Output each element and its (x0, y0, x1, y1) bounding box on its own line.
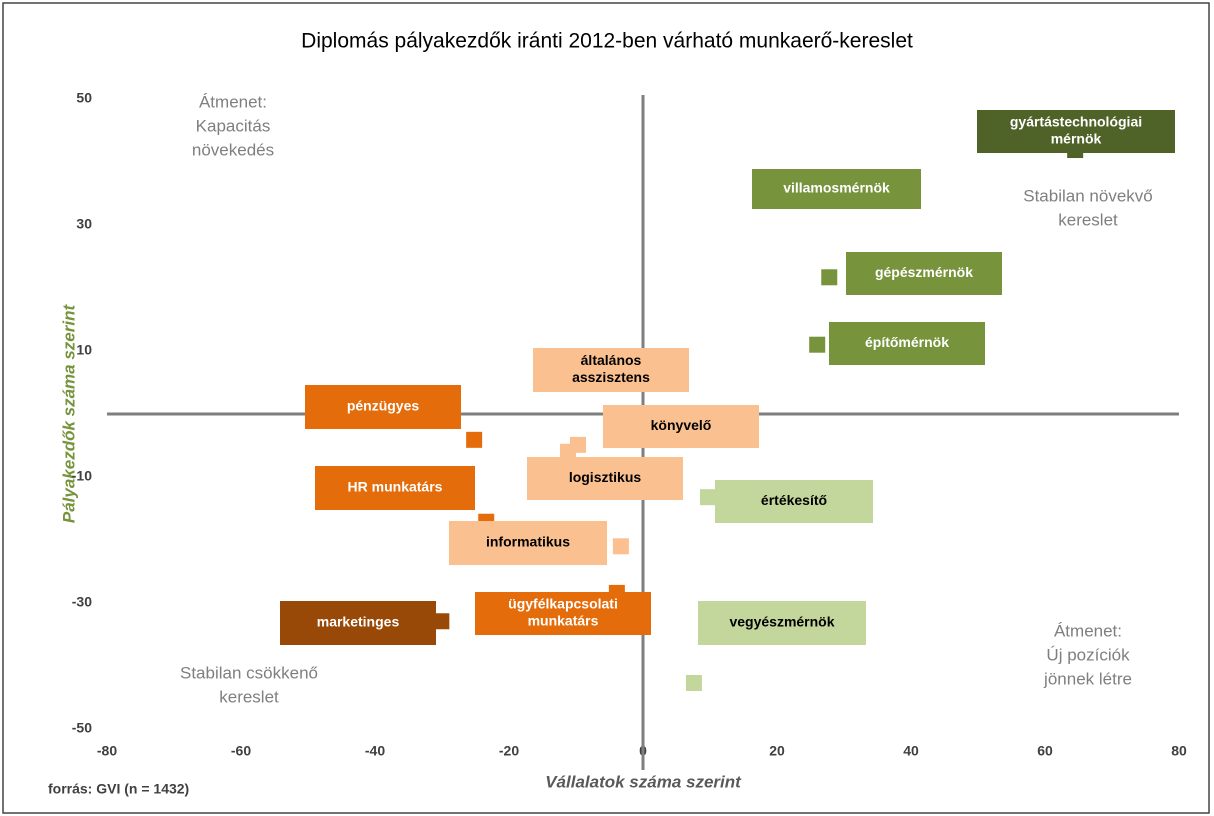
point (685, 675, 702, 692)
quadrant-note: Stabilan csökkenő (180, 663, 318, 682)
point (821, 269, 838, 286)
point (809, 336, 826, 353)
point-label: építőmérnök (865, 334, 949, 350)
point-label: vegyészmérnök (729, 614, 834, 630)
point-label: könyvelő (651, 417, 712, 433)
quadrant-note: Átmenet: (199, 92, 267, 111)
label-box (305, 385, 461, 429)
y-tick-label: -10 (72, 468, 92, 484)
x-tick-label: -40 (365, 743, 385, 759)
point-label: ügyfélkapcsolati (508, 596, 618, 612)
quadrant-note: Átmenet: (1054, 621, 1122, 640)
label-box (449, 521, 607, 565)
point-label: gépészmérnök (875, 264, 973, 280)
quadrant-note: kereslet (219, 687, 279, 706)
chart-title: Diplomás pályakezdők iránti 2012-ben vár… (301, 30, 913, 53)
point (433, 613, 450, 630)
point-label: villamosmérnök (783, 180, 890, 196)
x-tick-label: 40 (903, 743, 919, 759)
label-box (603, 405, 759, 448)
point-label: marketinges (317, 614, 400, 630)
point (612, 538, 629, 555)
y-tick-label: 30 (76, 216, 92, 232)
point-label: logisztikus (569, 469, 642, 485)
point (699, 489, 716, 506)
x-tick-label: -80 (97, 743, 117, 759)
x-axis-label: Vállalatok száma szerint (545, 772, 742, 791)
point-label: HR munkatárs (348, 479, 443, 495)
y-axis-label: Pályakezdők száma szerint (59, 304, 78, 524)
point-label: általános (581, 352, 642, 368)
quadrant-note: jönnek létre (1043, 669, 1132, 688)
quadrant-note: Stabilan növekvő (1023, 186, 1152, 205)
label-box (715, 480, 873, 523)
y-tick-label: 50 (76, 90, 92, 106)
point-label: mérnök (1051, 131, 1102, 147)
quadrant-note: Kapacitás (196, 116, 271, 135)
label-box (977, 110, 1175, 153)
point-label: értékesítő (761, 492, 827, 508)
label-box (533, 348, 689, 392)
point (466, 431, 483, 448)
label-box (315, 466, 475, 510)
label-box (752, 169, 921, 209)
label-box (527, 457, 683, 500)
label-box (475, 592, 651, 635)
quadrant-note: kereslet (1058, 210, 1118, 229)
quadrant-note: növekedés (192, 140, 274, 159)
point-label: informatikus (486, 534, 570, 550)
label-box (829, 322, 985, 365)
label-box (280, 601, 436, 645)
point-label: gyártástechnológiai (1010, 114, 1142, 130)
quadrant-note: Új pozíciók (1046, 645, 1130, 664)
x-tick-label: -20 (499, 743, 519, 759)
x-tick-label: 60 (1037, 743, 1053, 759)
source-note: forrás: GVI (n = 1432) (48, 781, 189, 797)
point-label: pénzügyes (347, 398, 420, 414)
point-label: munkatárs (528, 613, 599, 629)
x-tick-label: 80 (1171, 743, 1187, 759)
point (559, 443, 576, 460)
x-tick-label: 20 (769, 743, 785, 759)
y-tick-label: 10 (76, 342, 92, 358)
point-label: asszisztens (572, 369, 650, 385)
y-tick-label: -50 (72, 720, 92, 736)
label-box (698, 601, 866, 645)
label-box (846, 252, 1002, 295)
x-tick-label: -60 (231, 743, 251, 759)
y-tick-label: -30 (72, 594, 92, 610)
